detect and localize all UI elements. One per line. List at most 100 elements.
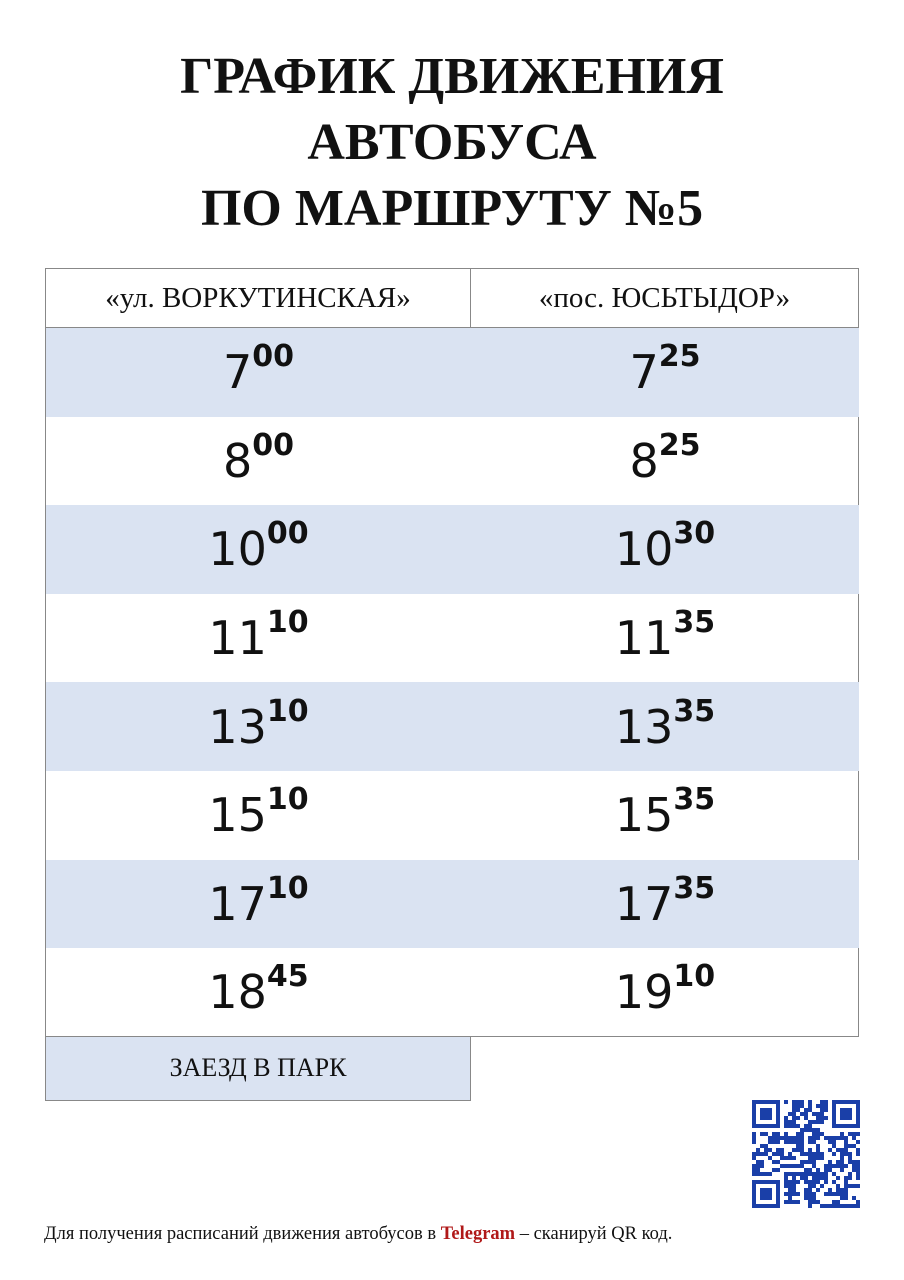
time-cell: 1710 [46,860,471,949]
qr-module [828,1160,832,1164]
qr-module [848,1204,852,1208]
qr-module [784,1132,788,1136]
qr-module [816,1176,820,1180]
qr-module [832,1140,836,1144]
qr-module [792,1136,796,1140]
time: 825 [629,428,700,488]
qr-module [840,1192,844,1196]
telegram-link[interactable]: Telegram [440,1224,516,1244]
qr-module [808,1180,812,1184]
qr-module [788,1136,792,1140]
minutes: 30 [673,516,716,552]
qr-module [796,1124,800,1128]
hour: 13 [208,699,267,754]
qr-module [752,1156,756,1160]
qr-module [800,1160,804,1164]
qr-module [824,1204,828,1208]
qr-module [752,1132,756,1136]
footer-text: Для получения расписаний движения автобу… [44,1224,437,1244]
qr-module [824,1164,828,1168]
qr-module [824,1192,828,1196]
qr-module [792,1188,796,1192]
qr-module [760,1144,764,1148]
qr-module [792,1112,796,1116]
time-cell: 1310 [46,682,471,771]
qr-module [760,1188,772,1200]
qr-module [816,1152,820,1156]
qr-module [844,1196,848,1200]
qr-module [752,1152,756,1156]
qr-module [820,1112,824,1116]
qr-module [820,1120,824,1124]
qr-module [780,1152,784,1156]
qr-module [772,1140,776,1144]
time: 1535 [615,782,715,842]
qr-module [784,1156,788,1160]
qr-module [764,1144,768,1148]
minutes: 10 [266,870,309,906]
qr-module [764,1132,768,1136]
qr-module [808,1192,812,1196]
qr-module [772,1132,776,1136]
qr-module [784,1124,788,1128]
qr-module [840,1152,844,1156]
time: 1000 [208,516,308,576]
qr-module [816,1112,820,1116]
time: 1030 [615,516,715,576]
qr-module [800,1144,804,1148]
qr-module [808,1108,812,1112]
qr-module [784,1120,788,1124]
qr-module [840,1196,844,1200]
qr-module [784,1192,788,1196]
qr-module [808,1148,812,1152]
qr-module [812,1152,816,1156]
title-line: ГРАФИК ДВИЖЕНИЯ [180,48,724,105]
table-row: 1000 1030 [46,505,859,594]
qr-module [844,1136,848,1140]
qr-module [808,1160,812,1164]
qr-module [856,1184,860,1188]
qr-module [792,1100,796,1104]
qr-module [824,1168,828,1172]
qr-module [764,1172,768,1176]
qr-module [780,1148,784,1152]
qr-module [776,1168,780,1172]
qr-module [844,1152,848,1156]
qr-module [808,1172,812,1176]
qr-module [808,1140,812,1144]
qr-module [824,1136,828,1140]
qr-module [780,1136,784,1140]
time-cell: 1030 [471,505,859,594]
qr-code[interactable] [752,1100,860,1208]
qr-module [808,1156,812,1160]
qr-module [816,1128,820,1132]
qr-module [800,1128,804,1132]
qr-module [840,1156,844,1160]
qr-module [816,1168,820,1172]
qr-module [812,1180,816,1184]
qr-module [836,1136,840,1140]
qr-module [784,1176,788,1180]
qr-module [800,1104,804,1108]
qr-module [804,1172,808,1176]
qr-module [804,1188,808,1192]
qr-module [828,1140,832,1144]
qr-module [856,1172,860,1176]
time: 1310 [208,694,308,754]
qr-module [752,1168,756,1172]
qr-module [820,1184,824,1188]
qr-module [752,1140,756,1144]
time: 1135 [615,605,715,665]
qr-module [792,1164,796,1168]
qr-module [856,1168,860,1172]
qr-module [808,1196,812,1200]
qr-module [796,1104,800,1108]
qr-module [856,1200,860,1204]
qr-module [820,1116,824,1120]
qr-module [844,1180,848,1184]
qr-module [812,1164,816,1168]
table-row: 700 725 [46,328,859,417]
qr-module [820,1172,824,1176]
table-row: 1845 1910 [46,948,859,1037]
